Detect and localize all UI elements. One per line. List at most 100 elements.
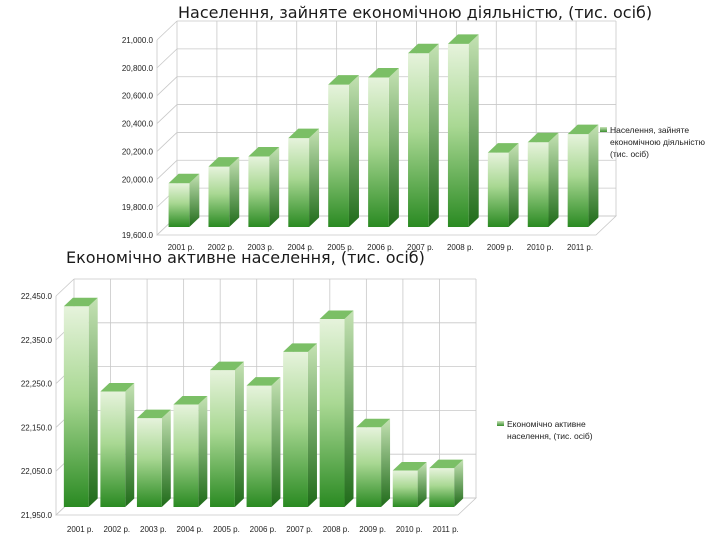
x-tick-label: 2010 р. [527, 243, 554, 252]
bar-front [63, 306, 89, 507]
bar-front [283, 351, 308, 507]
bar-top [173, 395, 208, 405]
bar-side [161, 409, 171, 507]
bar-front [429, 468, 455, 507]
bar-front [319, 319, 345, 507]
bar-front [100, 391, 126, 507]
bar-top [408, 43, 439, 54]
bar-side [309, 128, 320, 227]
bar [288, 128, 320, 227]
x-tick-label: 2006 р. [367, 243, 394, 252]
x-tick-label: 2001 р. [168, 243, 195, 252]
x-tick-label: 2007 р. [286, 525, 313, 534]
bar-top [527, 132, 559, 143]
legend-label: Населення, зайняте економічною діяльніст… [610, 125, 705, 159]
y-tick-label: 20,200.0 [122, 147, 154, 156]
grid-line-depth [156, 159, 178, 180]
bar-top [246, 377, 281, 386]
bar-side [271, 377, 281, 507]
bar [392, 461, 427, 507]
y-tick-label: 20,400.0 [122, 120, 154, 129]
bar-top [567, 124, 599, 135]
bar [429, 459, 464, 507]
bar-front [487, 152, 509, 227]
bar-top [208, 157, 240, 167]
y-tick-label: 21,000.0 [122, 36, 154, 45]
x-tick-label: 2011 р. [433, 525, 459, 534]
bar-front [356, 427, 382, 507]
bar-top [288, 128, 320, 139]
bar [168, 173, 200, 227]
bar [319, 310, 354, 507]
bar-side [189, 173, 200, 227]
bar [173, 395, 208, 507]
grid-line-depth [156, 104, 178, 124]
y-tick-label: 22,250.0 [21, 380, 53, 389]
x-tick-label: 2008 р. [323, 525, 350, 534]
grid-line-depth [156, 48, 178, 69]
y-tick-label: 20,000.0 [122, 175, 154, 184]
bar-side [229, 157, 240, 227]
bar-top [487, 143, 519, 153]
bar-side [548, 132, 559, 227]
legend-label: Економічно активне населення, (тис. осіб… [507, 419, 593, 441]
bar [368, 68, 399, 228]
bar-front [447, 43, 469, 227]
x-tick-label: 2003 р. [247, 243, 274, 252]
bar-front [328, 84, 349, 227]
bar-top [368, 68, 399, 78]
y-tick-label: 21,950.0 [21, 511, 53, 520]
x-tick-label: 2008 р. [447, 243, 474, 252]
y-tick-label: 22,150.0 [21, 423, 53, 432]
y-tick-label: 22,450.0 [21, 292, 53, 301]
bar-side [198, 395, 208, 507]
x-tick-label: 2009 р. [487, 243, 514, 252]
bar-front [288, 138, 310, 227]
bar-top [136, 409, 171, 419]
bar-top [100, 383, 135, 392]
bar-front [368, 77, 389, 228]
bar-side [454, 459, 464, 507]
bar-top [356, 418, 391, 428]
bar-side [508, 143, 519, 227]
chart-1-title: Населення, зайняте економічною діяльніст… [178, 3, 653, 22]
bar-side [269, 147, 280, 227]
bar-top [447, 34, 479, 44]
chart-1-legend: Населення, зайняте економічною діяльніст… [600, 124, 720, 160]
bar [246, 377, 281, 507]
bar [356, 418, 391, 507]
bar [100, 383, 135, 507]
bar-top [283, 343, 317, 352]
bar-front [408, 53, 429, 228]
bar-side [348, 75, 359, 227]
bar [408, 43, 439, 228]
y-tick-label: 19,600.0 [122, 231, 154, 240]
x-tick-label: 2011 р. [567, 243, 593, 252]
bar-top [328, 75, 359, 85]
x-tick-label: 2004 р. [287, 243, 314, 252]
bar-front [246, 385, 272, 507]
bar-side [388, 68, 399, 228]
bar-side [381, 418, 391, 507]
y-tick-label: 22,050.0 [21, 467, 53, 476]
x-tick-label: 2002 р. [103, 525, 130, 534]
grid-line-depth [55, 278, 75, 297]
bar-side [468, 34, 479, 227]
y-tick-label: 20,800.0 [122, 64, 154, 73]
bar [567, 124, 599, 227]
x-tick-label: 2005 р. [327, 243, 354, 252]
bar-front [210, 370, 235, 507]
bar-side [428, 43, 439, 228]
bar-top [429, 459, 464, 469]
bar-side [588, 124, 599, 227]
bar [447, 34, 479, 227]
chart-2-legend: Економічно активне населення, (тис. осіб… [497, 418, 617, 442]
bar [210, 361, 244, 507]
bar [527, 132, 559, 227]
x-tick-label: 2010 р. [396, 525, 423, 534]
bar [136, 409, 171, 507]
bar [328, 75, 359, 227]
grid-line-depth [156, 132, 178, 152]
y-tick-label: 22,350.0 [21, 336, 53, 345]
